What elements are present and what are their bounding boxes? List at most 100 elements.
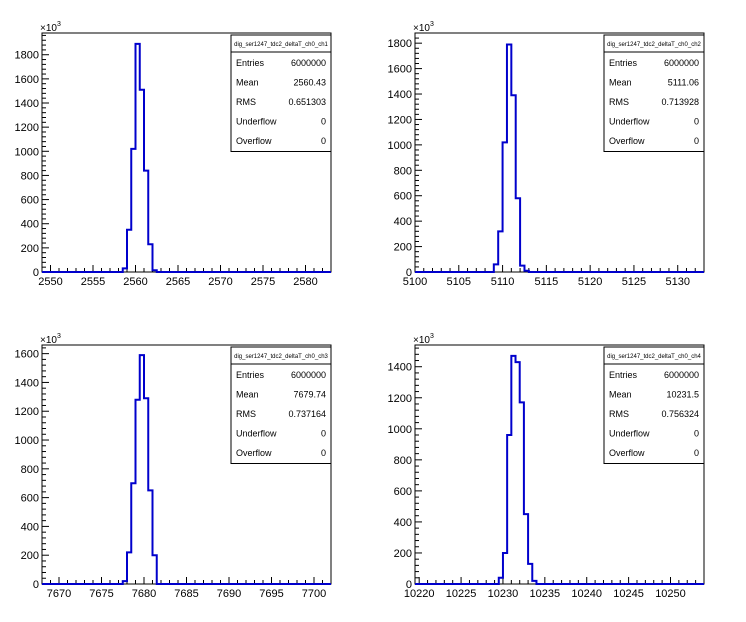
- x-tick-label: 5110: [491, 276, 515, 288]
- y-tick-label: 200: [21, 550, 39, 562]
- histogram-panel-3: 7670 7675 7680 7685 7690 7695 7700 0 200 400 600 80…: [15, 333, 332, 600]
- y-tick-label: 1400: [388, 362, 412, 374]
- stats-key: Entries: [236, 58, 265, 68]
- stats-value: 10231.5: [666, 390, 699, 400]
- x-tick-label: 10225: [446, 588, 477, 600]
- histogram-panel-1: 2550 2555 2560 2565 2570 2575 2580 0 200 400 600 80…: [15, 21, 332, 288]
- y-tick-label: 200: [394, 548, 412, 560]
- stats-key: Entries: [609, 58, 638, 68]
- stats-key: RMS: [236, 409, 256, 419]
- stats-box-frame: [603, 34, 705, 152]
- y-scale-label: ×103: [40, 333, 61, 346]
- x-tick-label: 2580: [293, 276, 317, 288]
- y-tick-label: 400: [21, 219, 39, 231]
- stats-title: dig_ser1247_tdc2_deltaT_ch0_ch4: [607, 354, 701, 360]
- stats-key: Mean: [609, 390, 632, 400]
- histogram-panel-2: 5100 5105 5110 5115 5120 5125 5130 0 200 400 600 80…: [388, 21, 705, 288]
- y-scale-label: ×103: [413, 333, 434, 346]
- y-tick-label: 800: [21, 464, 39, 476]
- y-tick-label: 1200: [388, 114, 412, 126]
- histogram-line: [415, 43, 704, 273]
- x-tick-label: 7680: [132, 588, 156, 600]
- histogram-line: [42, 354, 331, 585]
- stats-title: dig_ser1247_tdc2_deltaT_ch0_ch1: [234, 42, 328, 48]
- x-tick-label: 2550: [38, 276, 62, 288]
- stats-key: Entries: [236, 370, 265, 380]
- y-tick-label: 0: [33, 579, 39, 591]
- x-tick-label: 2555: [81, 276, 105, 288]
- y-tick-label: 600: [394, 191, 412, 203]
- y-tick-label: 1800: [388, 38, 412, 50]
- stats-value: 2560.43: [293, 78, 326, 88]
- y-tick-label: 800: [394, 165, 412, 177]
- stats-box: dig_ser1247_tdc2_deltaT_ch0_ch2 Entries 60…: [603, 34, 705, 152]
- stats-value: 0.713928: [661, 97, 699, 107]
- stats-value: 6000000: [291, 58, 326, 68]
- stats-key: Underflow: [236, 117, 277, 127]
- stats-value: 6000000: [664, 370, 699, 380]
- y-tick-label: 1600: [15, 74, 39, 86]
- y-scale-label: ×103: [413, 21, 434, 34]
- stats-value: 0.651303: [288, 97, 326, 107]
- y-tick-label: 1000: [15, 146, 39, 158]
- stats-key: Overflow: [236, 448, 272, 458]
- x-tick-label: 5105: [447, 276, 471, 288]
- stats-value: 0: [321, 117, 326, 127]
- stats-value: 0: [321, 448, 326, 458]
- stats-box-frame: [230, 346, 332, 464]
- y-tick-label: 800: [21, 170, 39, 182]
- y-tick-label: 600: [21, 493, 39, 505]
- stats-title: dig_ser1247_tdc2_deltaT_ch0_ch3: [234, 354, 328, 360]
- y-tick-label: 1800: [15, 50, 39, 62]
- y-tick-label: 800: [394, 455, 412, 467]
- stats-value: 6000000: [664, 58, 699, 68]
- stats-key: RMS: [609, 409, 629, 419]
- stats-key: Underflow: [609, 429, 650, 439]
- y-tick-label: 400: [394, 216, 412, 228]
- x-tick-label: 7685: [174, 588, 198, 600]
- stats-key: Overflow: [609, 448, 645, 458]
- stats-box-frame: [603, 346, 705, 464]
- x-tick-label: 10230: [488, 588, 519, 600]
- x-tick-label: 2575: [251, 276, 275, 288]
- y-tick-label: 200: [21, 243, 39, 255]
- y-tick-label: 1400: [388, 89, 412, 101]
- x-tick-label: 5130: [665, 276, 689, 288]
- x-tick-label: 5125: [622, 276, 646, 288]
- stats-box: dig_ser1247_tdc2_deltaT_ch0_ch4 Entries 60…: [603, 346, 705, 464]
- stats-key: Mean: [609, 78, 632, 88]
- y-tick-label: 600: [394, 486, 412, 498]
- stats-key: RMS: [236, 97, 256, 107]
- y-tick-label: 400: [394, 517, 412, 529]
- stats-value: 0: [694, 448, 699, 458]
- y-tick-label: 1000: [15, 435, 39, 447]
- stats-value: 7679.74: [293, 390, 326, 400]
- stats-key: Underflow: [609, 117, 650, 127]
- stats-key: Mean: [236, 78, 259, 88]
- x-tick-label: 7700: [302, 588, 326, 600]
- stats-box-frame: [230, 34, 332, 152]
- stats-key: Entries: [609, 370, 638, 380]
- stats-value: 0.756324: [661, 409, 699, 419]
- stats-value: 0: [321, 136, 326, 146]
- stats-box: dig_ser1247_tdc2_deltaT_ch0_ch3 Entries 60…: [230, 346, 332, 464]
- stats-key: Overflow: [236, 136, 272, 146]
- x-tick-label: 2570: [208, 276, 232, 288]
- stats-value: 0: [694, 429, 699, 439]
- stats-value: 0: [321, 429, 326, 439]
- y-tick-label: 400: [21, 521, 39, 533]
- x-tick-label: 2560: [123, 276, 147, 288]
- stats-key: Overflow: [609, 136, 645, 146]
- y-tick-label: 0: [33, 267, 39, 279]
- y-tick-label: 1600: [388, 64, 412, 76]
- histogram-line: [42, 42, 331, 273]
- stats-title: dig_ser1247_tdc2_deltaT_ch0_ch2: [607, 42, 701, 48]
- x-tick-label: 2565: [166, 276, 190, 288]
- x-tick-label: 7675: [89, 588, 113, 600]
- stats-box: dig_ser1247_tdc2_deltaT_ch0_ch1 Entries 60…: [230, 34, 332, 152]
- y-tick-label: 1400: [15, 98, 39, 110]
- stats-value: 0: [694, 117, 699, 127]
- y-tick-label: 1000: [388, 424, 412, 436]
- y-tick-label: 600: [21, 195, 39, 207]
